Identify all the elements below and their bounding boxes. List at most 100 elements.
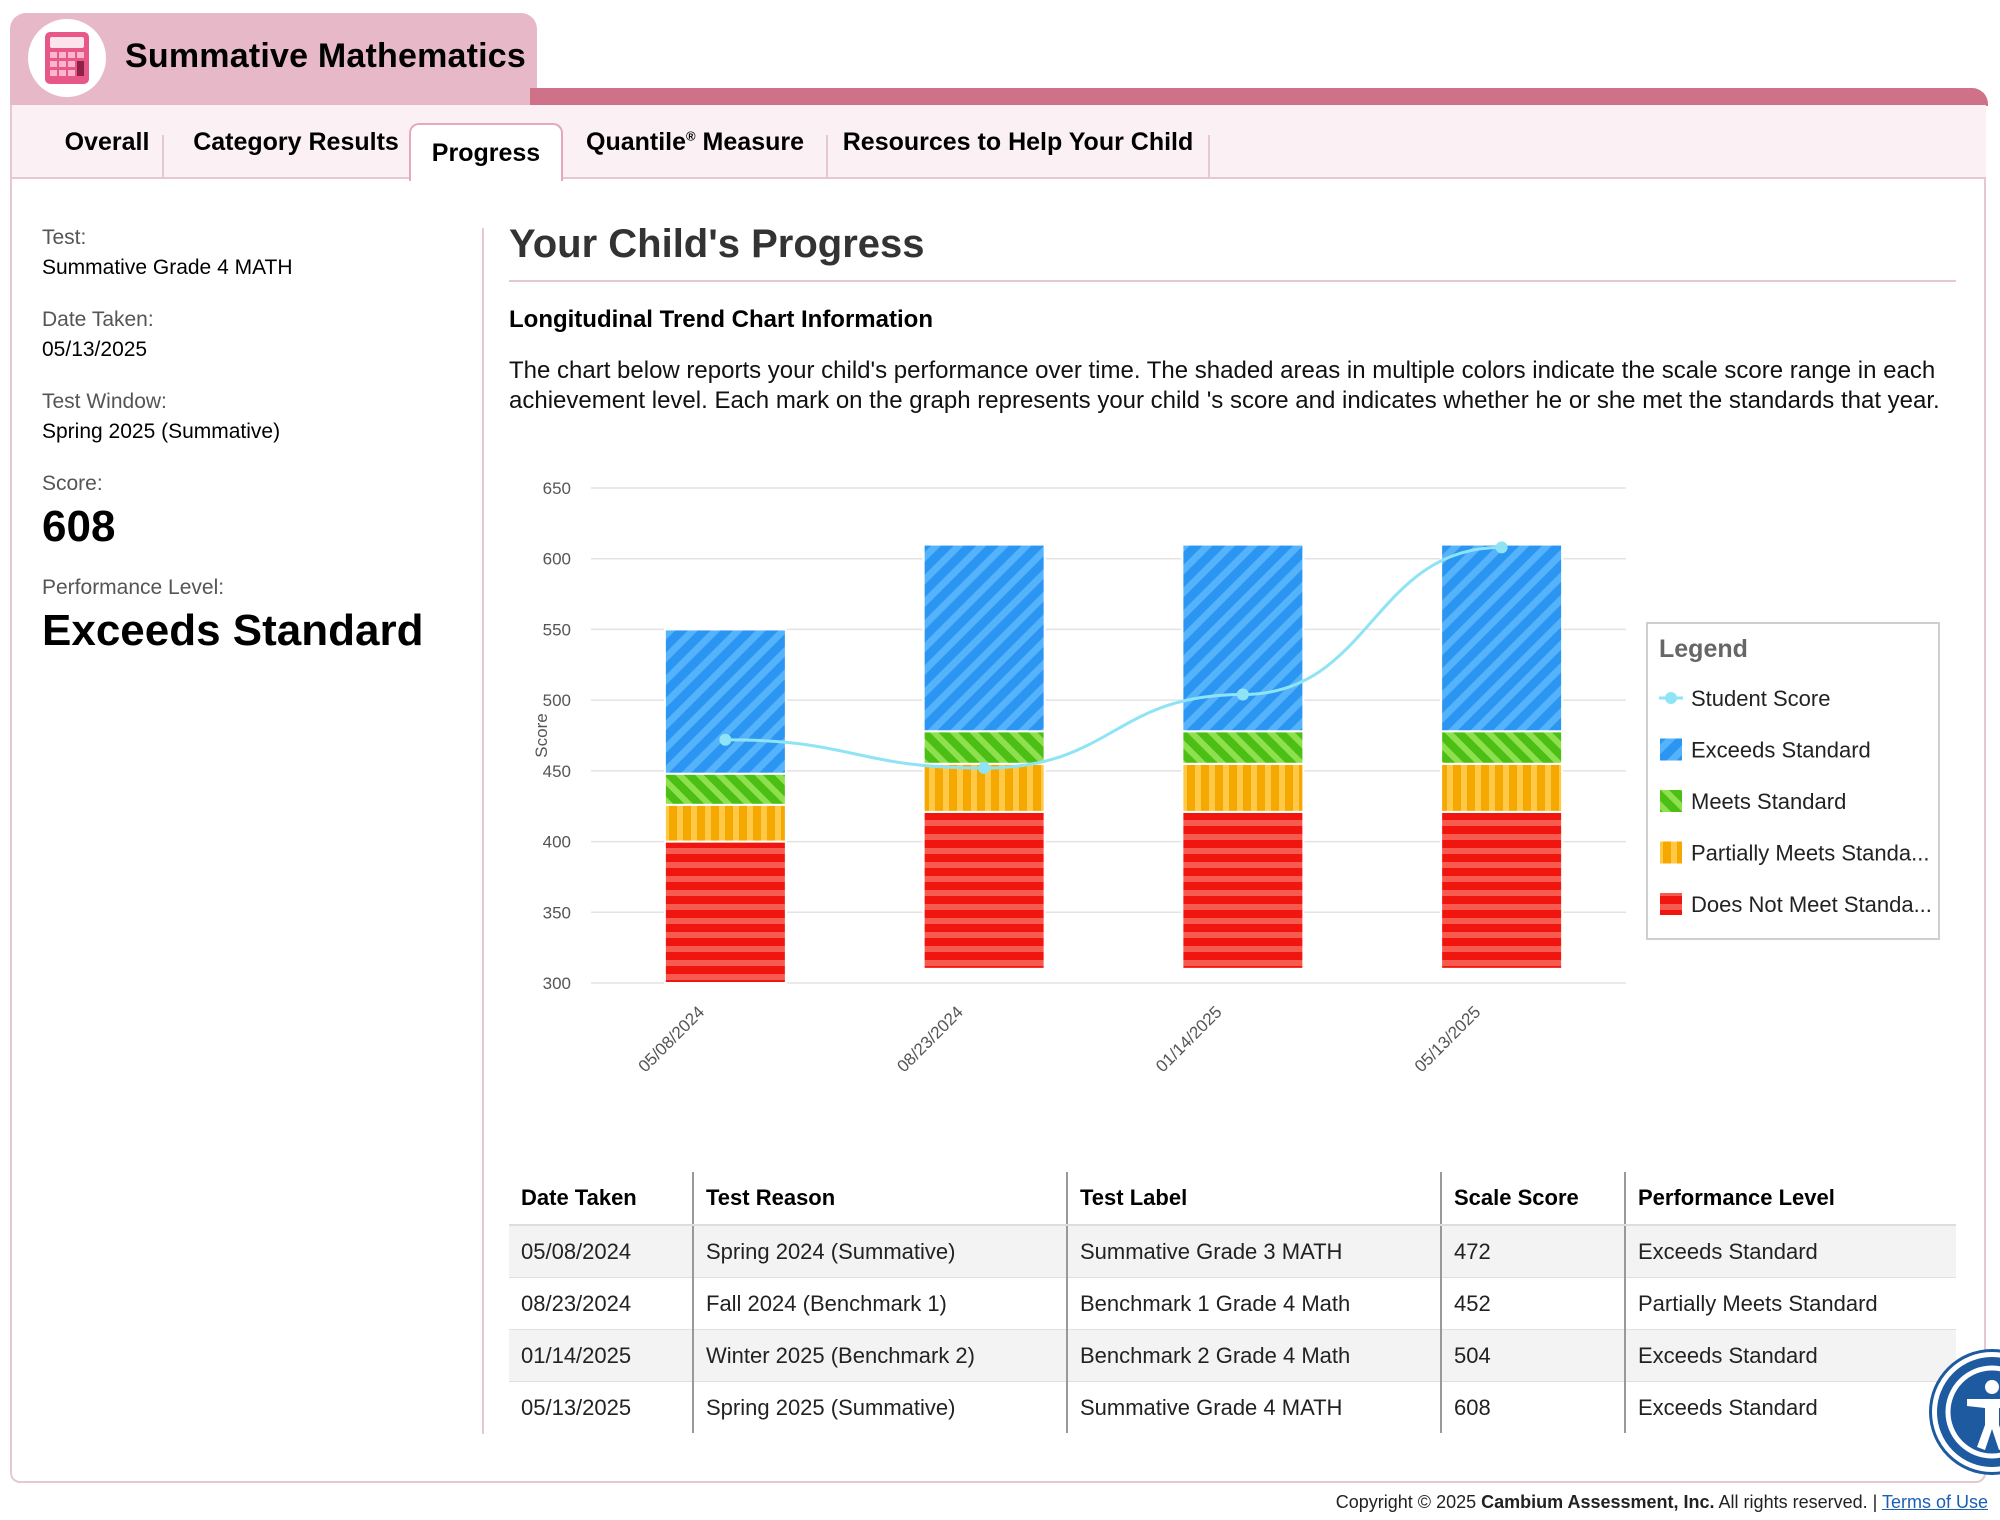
tab-category-results[interactable]: Category Results	[178, 105, 414, 179]
tab-quantile-measure[interactable]: Quantile® Measure	[565, 105, 825, 179]
cell-date-taken: 05/08/2024	[509, 1224, 693, 1278]
bar-segment	[663, 628, 787, 775]
legend-item-label: Partially Meets Standa...	[1691, 841, 1929, 866]
test-label: Test:	[42, 226, 87, 249]
legend-box	[1646, 622, 1940, 940]
bar-segment	[922, 810, 1046, 970]
date-value: 05/13/2025	[42, 338, 148, 361]
legend-swatch	[1660, 790, 1682, 812]
legend-title: Legend	[1659, 635, 1748, 663]
app-title-tab: Summative Mathematics	[10, 13, 537, 105]
y-axis-label: Score	[532, 713, 551, 757]
tab-category-results-label: Category Results	[193, 127, 399, 156]
tab-divider	[1208, 135, 1210, 179]
legend-swatch-point	[1665, 692, 1677, 704]
copyright-company: Cambium Assessment, Inc.	[1481, 1492, 1715, 1512]
bar-segment	[1181, 762, 1305, 813]
x-tick-label: 05/08/2024	[635, 1002, 709, 1076]
table-row: 05/08/2024 Spring 2024 (Summative) Summa…	[509, 1224, 1956, 1278]
cell-performance-level: Exceeds Standard	[1624, 1329, 1956, 1382]
performance-level-value: Exceeds Standard	[42, 606, 424, 655]
bar-segment	[663, 803, 787, 843]
score-label: Score:	[42, 472, 103, 495]
cell-scale-score: 452	[1440, 1277, 1625, 1330]
column-header-performance-level: Performance Level	[1624, 1172, 1956, 1226]
copyright-prefix: Copyright © 2025	[1335, 1492, 1482, 1512]
date-label: Date Taken:	[42, 308, 154, 331]
bar-segment	[1440, 543, 1564, 733]
x-tick-label: 05/13/2025	[1411, 1002, 1485, 1076]
content-frame	[10, 105, 1986, 1483]
progress-chart: 300 350 400 450 500 550 600 650 Score 05/08/2024 0…	[532, 479, 1940, 1076]
cell-performance-level: Exceeds Standard	[1624, 1381, 1956, 1433]
bar-segment	[922, 730, 1046, 765]
legend-swatch	[1660, 841, 1682, 864]
legend-swatch	[1660, 738, 1682, 761]
app-title: Summative Mathematics	[125, 37, 527, 75]
legend-item-label: Student Score	[1691, 686, 1830, 711]
footer: Copyright © 2025 Cambium Assessment, Inc…	[1336, 1492, 1988, 1513]
tab-overall[interactable]: Overall	[34, 105, 180, 179]
legend-swatch	[1660, 893, 1682, 915]
y-tick-label: 400	[543, 833, 571, 852]
x-tick-label: 08/23/2024	[893, 1002, 967, 1076]
performance-level-label: Performance Level:	[42, 576, 225, 599]
bar-segment	[1181, 543, 1305, 733]
cell-test-reason: Winter 2025 (Benchmark 2)	[692, 1329, 1067, 1382]
cell-scale-score: 472	[1440, 1224, 1625, 1278]
calculator-icon	[28, 19, 106, 97]
cell-test-label: Benchmark 2 Grade 4 Math	[1066, 1329, 1441, 1382]
cell-performance-level: Partially Meets Standard	[1624, 1277, 1956, 1330]
score-value: 608	[42, 502, 116, 551]
test-value: Summative Grade 4 MATH	[42, 256, 293, 279]
terms-of-use-link[interactable]: Terms of Use	[1881, 1492, 1988, 1512]
y-tick-label: 650	[543, 479, 571, 498]
student-score-line	[725, 545, 1502, 770]
bar-segment	[922, 543, 1046, 733]
tab-resources[interactable]: Resources to Help Your Child	[828, 105, 1208, 179]
cell-scale-score: 504	[1440, 1329, 1625, 1382]
window-value: Spring 2025 (Summative)	[42, 420, 281, 443]
cell-test-label: Summative Grade 4 MATH	[1066, 1381, 1441, 1433]
table-header-row: Date Taken Test Reason Test Label Scale …	[509, 1172, 1956, 1226]
y-tick-label: 500	[543, 691, 571, 710]
page-title: Your Child's Progress	[509, 222, 925, 266]
cell-date-taken: 08/23/2024	[509, 1277, 693, 1330]
window-label: Test Window:	[42, 390, 167, 413]
bar-segment	[1181, 810, 1305, 970]
legend-item-label: Does Not Meet Standa...	[1691, 892, 1932, 917]
accessibility-icon	[1945, 1365, 2000, 1459]
title-divider	[509, 280, 1956, 282]
student-score-point	[1495, 541, 1508, 554]
cell-date-taken: 05/13/2025	[509, 1381, 693, 1433]
bar-segment	[1440, 730, 1564, 765]
student-score-point	[1236, 688, 1249, 701]
column-header-test-reason: Test Reason	[692, 1172, 1067, 1226]
accessibility-button[interactable]	[1932, 1352, 2000, 1472]
column-header-date-taken: Date Taken	[509, 1172, 693, 1226]
table-row: 08/23/2024 Fall 2024 (Benchmark 1) Bench…	[509, 1277, 1956, 1330]
chart-info-text: The chart below reports your child's per…	[509, 357, 1940, 414]
y-tick-label: 300	[543, 974, 571, 993]
tab-divider	[162, 135, 164, 179]
cell-test-reason: Fall 2024 (Benchmark 1)	[692, 1277, 1067, 1330]
header-accent-bar	[530, 88, 1988, 106]
table-row: 01/14/2025 Winter 2025 (Benchmark 2) Ben…	[509, 1329, 1956, 1382]
y-tick-label: 450	[543, 762, 571, 781]
bar-segment	[663, 772, 787, 806]
cell-date-taken: 01/14/2025	[509, 1329, 693, 1382]
cell-scale-score: 608	[1440, 1381, 1625, 1433]
tab-divider	[826, 135, 828, 179]
column-divider	[482, 228, 484, 1434]
tab-progress-label: Progress	[431, 138, 541, 167]
x-tick-label: 01/14/2025	[1152, 1002, 1226, 1076]
tab-bar: Overall Category Results Progress Quanti…	[12, 105, 1986, 181]
student-score-point	[719, 733, 732, 746]
legend-item-label: Meets Standard	[1691, 789, 1846, 814]
student-score-point	[978, 762, 991, 775]
tab-progress[interactable]: Progress	[409, 123, 563, 181]
table-row: 05/13/2025 Spring 2025 (Summative) Summa…	[509, 1381, 1956, 1433]
y-tick-label: 600	[543, 550, 571, 569]
y-tick-label: 550	[543, 620, 571, 639]
y-tick-label: 350	[543, 903, 571, 922]
